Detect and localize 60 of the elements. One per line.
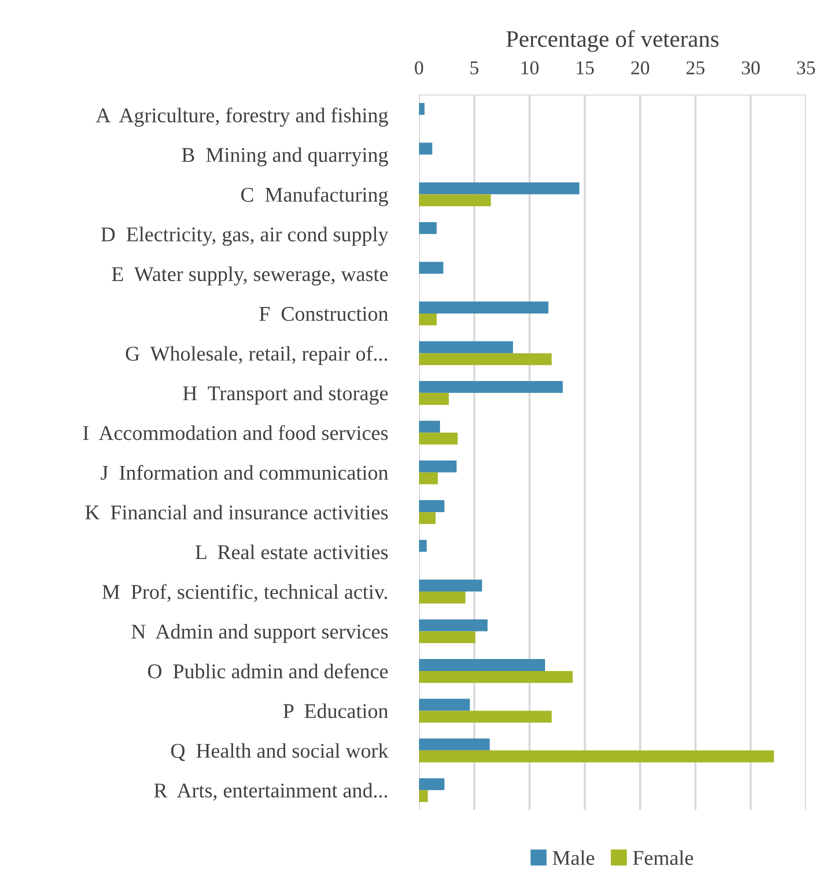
bar xyxy=(419,540,427,552)
bar xyxy=(419,341,513,354)
bar xyxy=(419,710,552,723)
y-tick-label: I Accommodation and food services xyxy=(83,425,388,440)
y-tick-label: C Manufacturing xyxy=(241,186,388,206)
bar xyxy=(419,102,425,115)
bar xyxy=(419,353,552,366)
bar xyxy=(419,750,774,762)
bar xyxy=(419,262,444,274)
bar xyxy=(419,182,580,194)
x-tick-label: 0 xyxy=(414,61,424,74)
y-tick-label: L Real estate activities xyxy=(195,544,388,560)
x-tick-label: 35 xyxy=(797,61,815,74)
y-tick-label: J Information and communication xyxy=(100,464,388,480)
bar xyxy=(419,698,470,711)
bar xyxy=(419,381,563,393)
bar xyxy=(419,778,444,790)
bar xyxy=(419,592,466,604)
y-tick-label: E Water supply, sewerage, waste xyxy=(112,266,388,286)
bar xyxy=(419,432,458,445)
y-tick-label: B Mining and quarrying xyxy=(182,147,388,166)
bar xyxy=(419,790,428,802)
x-tick-label: 20 xyxy=(631,61,650,74)
y-tick-label: A Agriculture, forestry and fishing xyxy=(96,108,388,127)
bar xyxy=(419,631,476,644)
x-tick-label: 15 xyxy=(576,61,594,74)
bar xyxy=(419,472,438,484)
x-axis-title: Percentage of veterans xyxy=(506,30,718,52)
bar xyxy=(419,302,548,314)
y-tick-label: F Construction xyxy=(259,306,388,321)
bar xyxy=(419,142,432,155)
bar xyxy=(419,619,488,632)
y-tick-label: K Financial and insurance activities xyxy=(85,504,388,520)
bar xyxy=(419,512,436,524)
bar xyxy=(419,222,437,234)
y-tick-label: R Arts, entertainment and... xyxy=(154,782,388,801)
bar xyxy=(419,392,449,405)
y-tick-label: O Public admin and defence xyxy=(148,664,388,678)
bar xyxy=(419,670,573,683)
x-tick-label: 30 xyxy=(742,61,760,74)
y-tick-label: M Prof, scientific, technical activ. xyxy=(102,584,388,602)
y-tick-label: D Electricity, gas, air cond supply xyxy=(101,226,388,246)
bar xyxy=(419,313,437,326)
y-tick-label: P Education xyxy=(283,703,388,718)
x-tick-label: 10 xyxy=(522,61,539,74)
bar xyxy=(419,194,491,206)
y-tick-label: H Transport and storage xyxy=(183,386,388,405)
y-tick-label: N Admin and support services xyxy=(132,624,388,643)
legend-label: Male xyxy=(552,850,594,865)
bar xyxy=(419,659,546,671)
legend-label: Female xyxy=(633,850,694,865)
bar xyxy=(419,500,444,512)
bar xyxy=(419,738,490,750)
x-tick-label: 5 xyxy=(470,61,478,74)
x-tick-label: 25 xyxy=(686,61,704,74)
bar xyxy=(419,580,482,592)
y-tick-label: G Wholesale, retail, repair of... xyxy=(126,346,388,365)
bar xyxy=(419,420,440,433)
y-tick-label: Q Health and social work xyxy=(171,743,388,762)
bar xyxy=(419,460,457,472)
